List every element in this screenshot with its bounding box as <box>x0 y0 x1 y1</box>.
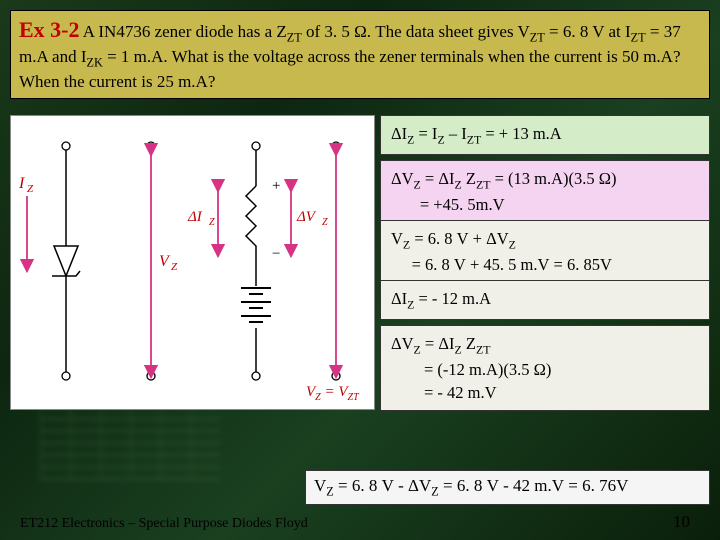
svg-text:V: V <box>159 253 171 270</box>
svg-text:I: I <box>18 175 25 192</box>
example-label: Ex 3-2 <box>19 17 80 42</box>
svg-text:Z: Z <box>322 217 328 228</box>
final-answer: VZ = 6. 8 V - ΔVZ = 6. 8 V - 42 m.V = 6.… <box>305 470 710 505</box>
calc-step-5: ΔVZ = ΔIZ ZZT = (-12 m.A)(3.5 Ω) = - 42 … <box>380 325 710 411</box>
page-number: 10 <box>673 512 690 532</box>
footer-text: ET212 Electronics – Special Purpose Diod… <box>20 516 308 532</box>
svg-text:Z: Z <box>27 183 34 195</box>
svg-text:Z: Z <box>171 261 178 273</box>
svg-text:ΔI: ΔI <box>187 209 203 225</box>
svg-text:ΔV: ΔV <box>296 209 317 225</box>
problem-statement: Ex 3-2 A IN4736 zener diode has a ZZT of… <box>10 10 710 99</box>
calc-step-1: ΔIZ = IZ – IZT = + 13 m.A <box>380 115 710 155</box>
circuit-diagram: IZVZ+−ΔIZΔVZVZ = VZT <box>10 115 375 410</box>
calc-step-3: VZ = 6. 8 V + ΔVZ = 6. 8 V + 45. 5 m.V =… <box>380 220 710 283</box>
calc-step-4: ΔIZ = - 12 m.A <box>380 280 710 320</box>
svg-text:VZ = VZT: VZ = VZT <box>306 384 360 403</box>
calc-step-2: ΔVZ = ΔIZ ZZT = (13 m.A)(3.5 Ω) = +45. 5… <box>380 160 710 223</box>
svg-text:Z: Z <box>209 217 215 228</box>
svg-text:+: + <box>272 178 280 194</box>
svg-text:−: − <box>272 246 280 262</box>
